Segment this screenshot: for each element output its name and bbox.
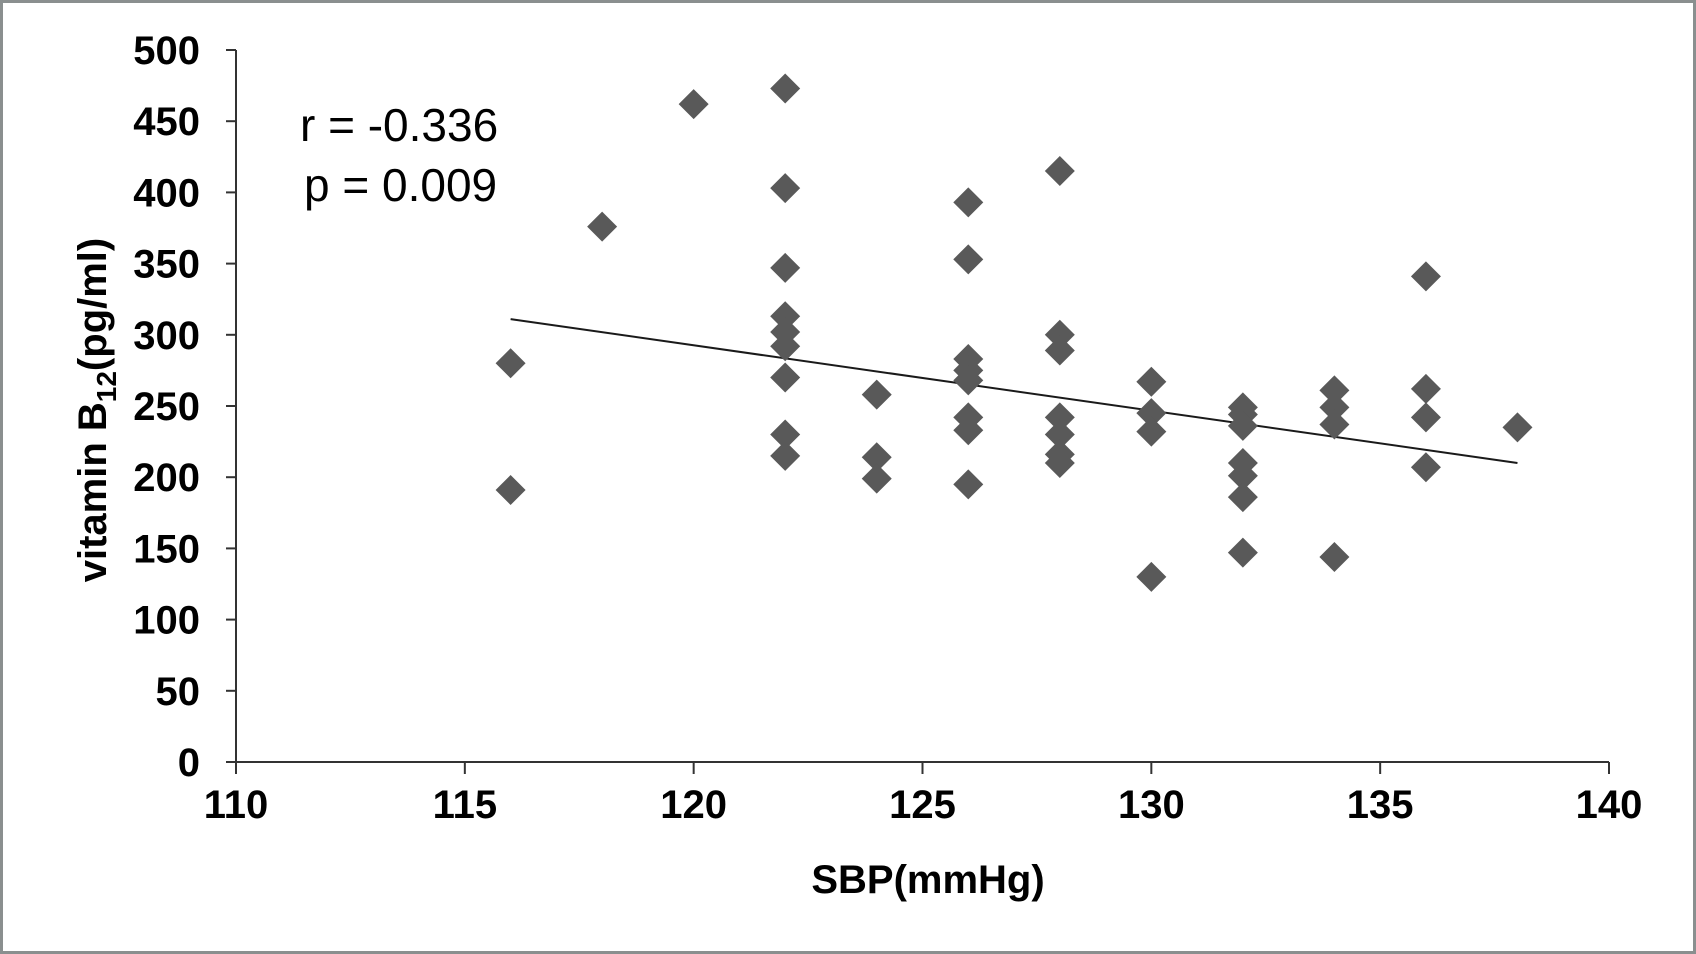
data-point — [1410, 373, 1441, 404]
x-tick-label: 135 — [1347, 783, 1414, 827]
y-axis-title-subscript: 12 — [91, 371, 122, 402]
data-point — [770, 419, 801, 450]
data-point — [495, 475, 526, 506]
x-tick-label: 110 — [204, 783, 269, 827]
x-tick-label: 115 — [433, 783, 498, 827]
data-point — [770, 173, 801, 204]
data-point — [1227, 482, 1258, 513]
data-point — [1319, 375, 1350, 406]
data-point — [770, 331, 801, 362]
data-point — [1227, 410, 1258, 441]
y-tick-label: 200 — [133, 456, 200, 500]
y-tick-label: 250 — [133, 385, 200, 429]
data-point — [1044, 335, 1075, 366]
x-tick-label: 130 — [1118, 783, 1185, 827]
y-tick-label: 500 — [133, 29, 200, 73]
data-point — [953, 244, 984, 275]
y-tick-label: 0 — [178, 741, 200, 785]
y-tick-label: 350 — [133, 243, 200, 287]
x-tick-label: 125 — [889, 783, 956, 827]
data-point — [587, 211, 618, 242]
y-ticks: 0 50 100 150 200 250 300 350 400 450 500 — [133, 29, 236, 785]
y-axis-title: vitamin B12(pg/ml) — [71, 238, 122, 583]
data-points — [495, 73, 1533, 592]
x-axis-title: SBP(mmHg) — [811, 858, 1044, 902]
x-ticks: 110 115 120 125 130 135 140 — [204, 762, 1643, 827]
data-point — [861, 379, 892, 410]
data-point — [861, 442, 892, 473]
data-point — [1227, 537, 1258, 568]
data-point — [1136, 416, 1167, 447]
data-point — [1044, 156, 1075, 187]
data-point — [1319, 409, 1350, 440]
data-point — [1044, 402, 1075, 433]
data-point — [1227, 460, 1258, 491]
data-point — [678, 89, 709, 120]
data-point — [1044, 419, 1075, 450]
axes — [235, 50, 1609, 763]
data-point — [770, 440, 801, 471]
data-point — [770, 73, 801, 104]
data-point — [495, 348, 526, 379]
x-tick-label: 140 — [1576, 783, 1643, 827]
y-tick-label: 400 — [133, 171, 200, 215]
data-point — [953, 469, 984, 500]
y-axis-title-tail: (pg/ml) — [71, 238, 115, 371]
data-point — [1136, 398, 1167, 429]
data-point — [1410, 452, 1441, 483]
data-point — [770, 252, 801, 283]
data-point — [953, 187, 984, 218]
data-point — [953, 415, 984, 446]
data-point — [1136, 366, 1167, 397]
y-tick-label: 150 — [133, 527, 200, 571]
annotation-p-value: p = 0.009 — [304, 159, 497, 211]
y-tick-label: 50 — [156, 670, 201, 714]
data-point — [1136, 561, 1167, 592]
y-tick-label: 100 — [133, 599, 200, 643]
data-point — [770, 301, 801, 332]
y-tick-label: 450 — [133, 100, 200, 144]
data-point — [1319, 541, 1350, 572]
data-point — [1044, 319, 1075, 350]
annotation-r-value: r = -0.336 — [300, 99, 498, 151]
data-point — [1410, 402, 1441, 433]
x-tick-label: 120 — [660, 783, 727, 827]
data-point — [953, 365, 984, 396]
trendline — [510, 318, 1518, 464]
data-point — [861, 463, 892, 494]
data-point — [1044, 447, 1075, 478]
data-point — [1319, 392, 1350, 423]
data-point — [1410, 261, 1441, 292]
data-point — [770, 362, 801, 393]
data-point — [1502, 412, 1533, 443]
y-axis-title-main: vitamin B — [71, 402, 115, 582]
y-tick-label: 300 — [133, 314, 200, 358]
